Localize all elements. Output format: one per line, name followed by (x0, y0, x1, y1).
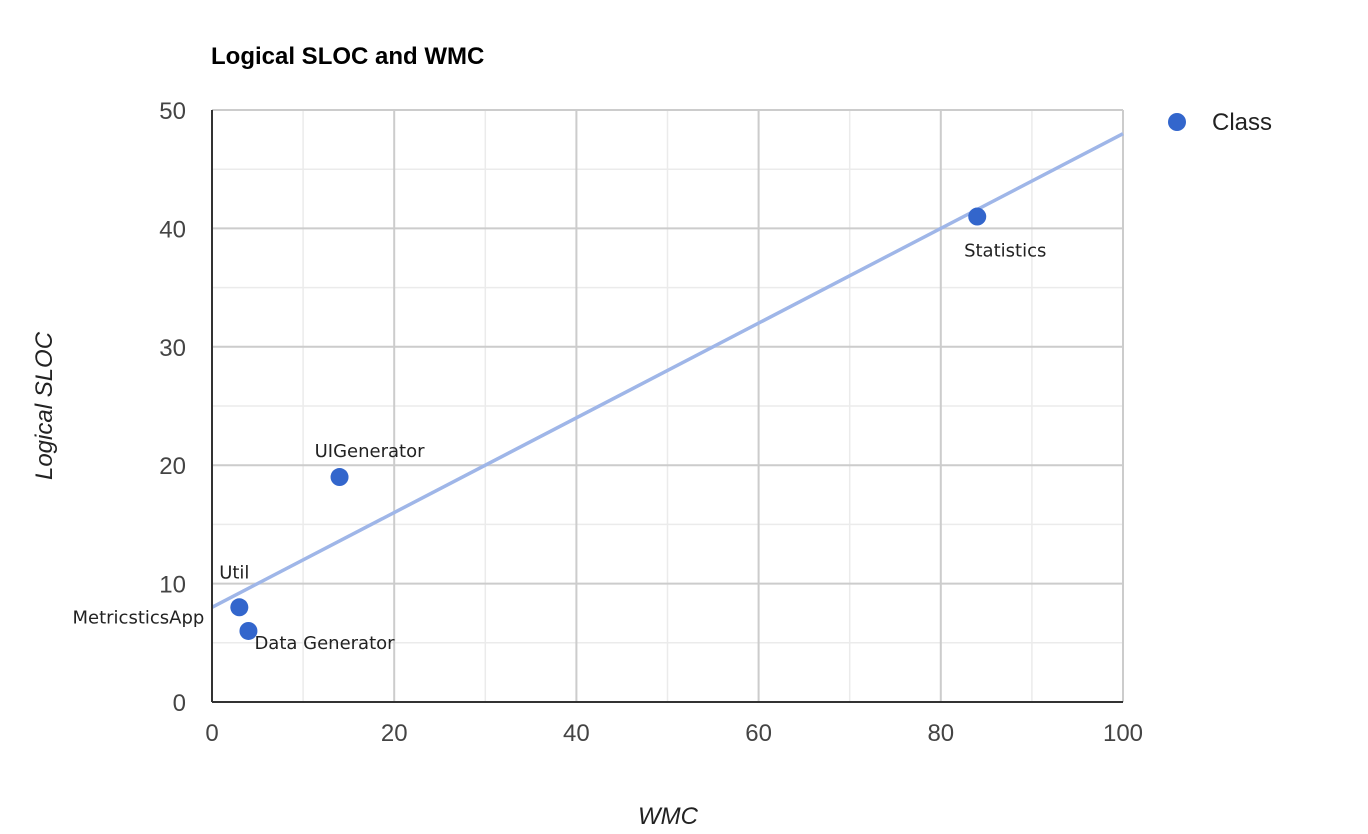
y-tick-label: 0 (173, 690, 186, 717)
legend: Class (1168, 109, 1272, 136)
x-tick-label: 60 (745, 720, 772, 747)
point-label: Data Generator (254, 633, 395, 654)
chart-title: Logical SLOC and WMC (211, 43, 484, 70)
x-axis-ticks: 0 20 40 60 80 100 (205, 720, 1143, 747)
legend-label: Class (1212, 109, 1272, 136)
y-axis-title: Logical SLOC (31, 331, 58, 480)
data-point (330, 468, 349, 487)
x-tick-label: 20 (381, 720, 408, 747)
y-tick-label: 10 (159, 572, 186, 599)
point-label: Statistics (964, 241, 1046, 262)
legend-marker (1168, 113, 1186, 131)
axes (211, 110, 1123, 703)
x-tick-label: 0 (205, 720, 218, 747)
y-tick-label: 20 (159, 453, 186, 480)
x-tick-label: 100 (1103, 720, 1143, 747)
point-label: UIGenerator (315, 441, 425, 462)
y-tick-label: 40 (159, 216, 186, 243)
y-tick-label: 50 (159, 98, 186, 125)
major-gridlines (212, 109, 1124, 702)
y-tick-label: 30 (159, 335, 186, 362)
data-point (230, 598, 249, 617)
data-point (239, 621, 258, 640)
point-label: MetricsticsApp (72, 607, 204, 628)
data-point (968, 207, 987, 226)
point-labels: Util MetricsticsApp Data Generator UIGenera… (72, 241, 1046, 654)
x-tick-label: 40 (563, 720, 590, 747)
data-points (230, 207, 987, 640)
x-axis-title: WMC (638, 803, 699, 830)
y-axis-ticks: 0 10 20 30 40 50 (159, 98, 186, 717)
x-tick-label: 80 (927, 720, 954, 747)
minor-gridlines (212, 110, 1123, 702)
point-label: Util (219, 562, 249, 583)
